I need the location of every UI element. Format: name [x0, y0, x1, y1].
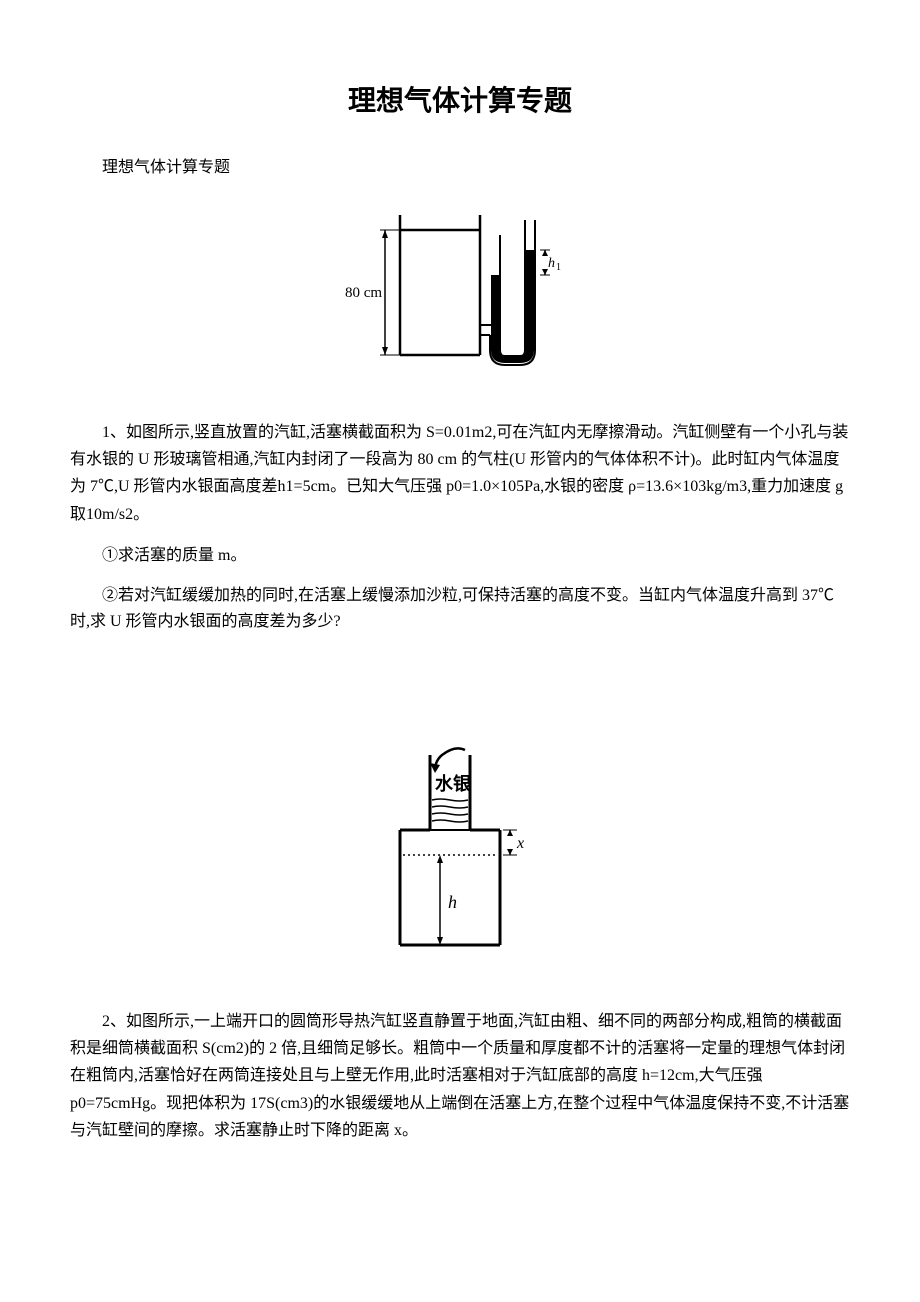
mercury-label: 水银	[435, 773, 472, 794]
svg-text:1: 1	[556, 262, 561, 273]
h-label: h	[448, 892, 457, 912]
svg-text:h: h	[548, 256, 555, 271]
problem2-text: 2、如图所示,一上端开口的圆筒形导热汽缸竖直静置于地面,汽缸由粗、细不同的两部分…	[70, 1008, 850, 1144]
height-80cm-label: 80 cm	[345, 285, 382, 301]
problem2-figure: 水银 x h	[70, 745, 850, 984]
x-label: x	[516, 835, 524, 852]
spacer	[70, 650, 850, 730]
problem1-q2: ②若对汽缸缓缓加热的同时,在活塞上缓慢添加沙粒,可保持活塞的高度不变。当缸内气体…	[70, 583, 850, 634]
subtitle: 理想气体计算专题	[70, 155, 850, 181]
problem1-q1: ①求活塞的质量 m。	[70, 543, 850, 569]
problem1-text: 1、如图所示,竖直放置的汽缸,活塞横截面积为 S=0.01m2,可在汽缸内无摩擦…	[70, 419, 850, 528]
problem1-figure: h 1 80 cm	[70, 195, 850, 394]
page-title: 理想气体计算专题	[70, 80, 850, 125]
